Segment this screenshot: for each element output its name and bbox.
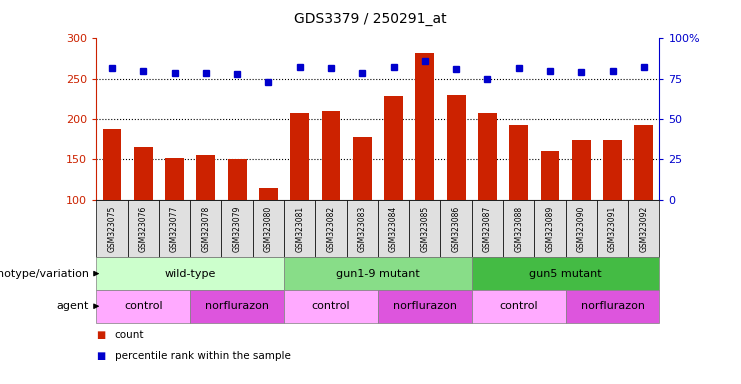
Bar bbox=[353, 137, 372, 200]
Text: GSM323077: GSM323077 bbox=[170, 205, 179, 252]
Text: GSM323086: GSM323086 bbox=[451, 205, 461, 252]
Text: GSM323088: GSM323088 bbox=[514, 205, 523, 252]
Text: norflurazon: norflurazon bbox=[580, 301, 645, 311]
Text: GSM323081: GSM323081 bbox=[295, 205, 305, 252]
Text: norflurazon: norflurazon bbox=[205, 301, 269, 311]
Text: GSM323083: GSM323083 bbox=[358, 205, 367, 252]
Bar bbox=[572, 140, 591, 200]
Text: GSM323085: GSM323085 bbox=[420, 205, 429, 252]
Text: gun5 mutant: gun5 mutant bbox=[529, 268, 602, 279]
Text: GSM323084: GSM323084 bbox=[389, 205, 398, 252]
Bar bbox=[541, 151, 559, 200]
Text: count: count bbox=[115, 330, 144, 340]
Bar bbox=[509, 126, 528, 200]
Text: GSM323087: GSM323087 bbox=[483, 205, 492, 252]
Bar bbox=[227, 159, 247, 200]
Text: control: control bbox=[499, 301, 538, 311]
Text: control: control bbox=[312, 301, 350, 311]
Text: GSM323082: GSM323082 bbox=[327, 205, 336, 252]
Text: GSM323078: GSM323078 bbox=[202, 205, 210, 252]
Bar bbox=[165, 158, 184, 200]
Bar bbox=[322, 111, 340, 200]
Text: GDS3379 / 250291_at: GDS3379 / 250291_at bbox=[294, 12, 447, 25]
Bar bbox=[634, 126, 654, 200]
Text: GSM323075: GSM323075 bbox=[107, 205, 116, 252]
Text: norflurazon: norflurazon bbox=[393, 301, 457, 311]
Text: ■: ■ bbox=[96, 351, 105, 361]
Text: control: control bbox=[124, 301, 162, 311]
Text: GSM323076: GSM323076 bbox=[139, 205, 147, 252]
Text: agent: agent bbox=[56, 301, 89, 311]
Bar bbox=[102, 129, 122, 200]
Text: GSM323080: GSM323080 bbox=[264, 205, 273, 252]
Bar bbox=[134, 147, 153, 200]
Bar bbox=[416, 53, 434, 200]
Bar bbox=[196, 154, 215, 200]
Bar bbox=[259, 188, 278, 200]
Text: wild-type: wild-type bbox=[165, 268, 216, 279]
Bar bbox=[447, 95, 465, 200]
Text: gun1-9 mutant: gun1-9 mutant bbox=[336, 268, 420, 279]
Text: genotype/variation: genotype/variation bbox=[0, 268, 89, 279]
Text: GSM323092: GSM323092 bbox=[639, 205, 648, 252]
Text: ■: ■ bbox=[96, 330, 105, 340]
Text: GSM323090: GSM323090 bbox=[576, 205, 586, 252]
Bar bbox=[290, 113, 309, 200]
Text: GSM323089: GSM323089 bbox=[545, 205, 554, 252]
Text: GSM323091: GSM323091 bbox=[608, 205, 617, 252]
Text: percentile rank within the sample: percentile rank within the sample bbox=[115, 351, 290, 361]
Bar bbox=[478, 113, 496, 200]
Bar bbox=[384, 96, 403, 200]
Text: GSM323079: GSM323079 bbox=[233, 205, 242, 252]
Bar bbox=[603, 140, 622, 200]
